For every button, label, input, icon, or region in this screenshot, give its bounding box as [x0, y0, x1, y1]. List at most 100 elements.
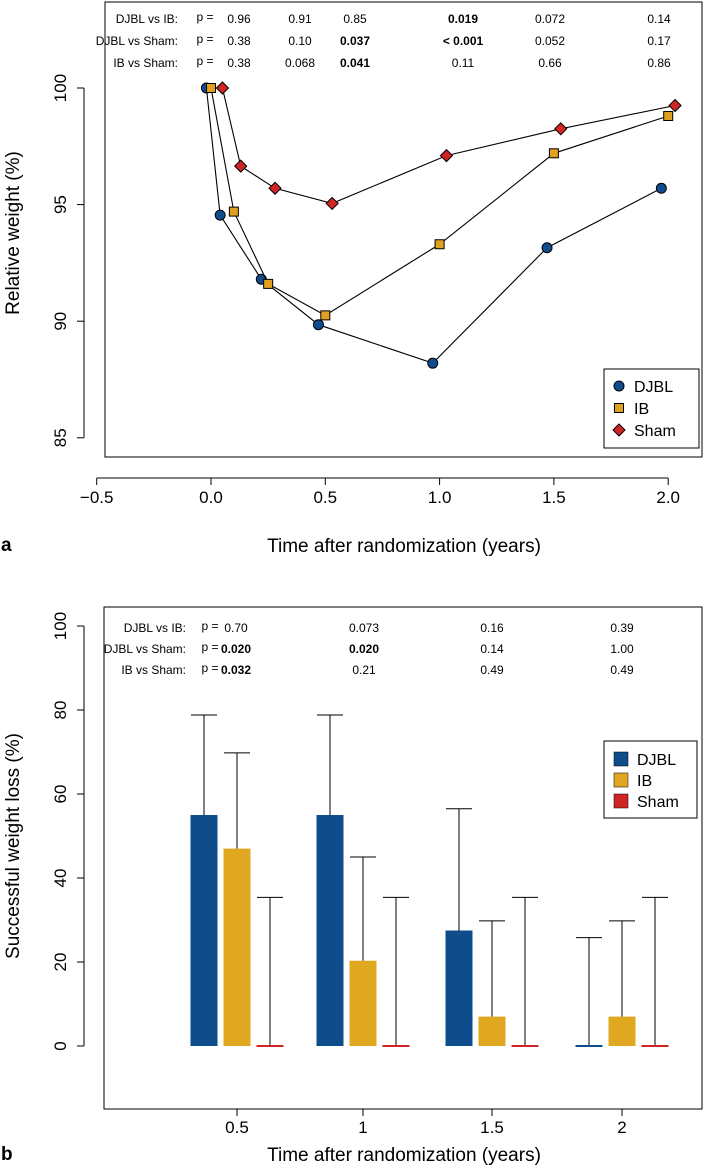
legend-label-ib: IB: [637, 773, 652, 790]
panel-b-y-tick-label: 80: [51, 701, 70, 720]
panel-b-bars: [190, 714, 669, 1047]
panel-b-x-axis-label: Time after randomization (years): [267, 1145, 541, 1166]
bar-ib-1: [349, 960, 377, 1046]
panel-b-x-axis: 0.5 1 1.5 2: [225, 1109, 627, 1137]
pvalue-prefix: p =: [196, 10, 213, 24]
panel-b-y-tick-label: 0: [51, 1041, 70, 1050]
data-point-ib: [228, 206, 239, 217]
pvalue-cell: 0.86: [647, 56, 671, 70]
pvalue-cell: 0.17: [647, 34, 671, 48]
pvalue-row-label: IB vs Sham:: [121, 663, 186, 677]
pvalue-prefix: p =: [201, 661, 218, 675]
pvalue-row-label: DJBL vs Sham:: [96, 34, 178, 48]
panel-b-y-tick-label: 40: [51, 869, 70, 888]
data-point-sham: [439, 148, 454, 163]
panel-a-y-tick-label: 85: [51, 428, 70, 447]
panel-a-x-axis: −0.5 0.0 0.5 1.0 1.5 2.0: [80, 477, 680, 507]
data-point-djbl: [427, 357, 439, 369]
data-point-sham: [668, 98, 682, 113]
data-point-sham: [215, 81, 230, 95]
pvalue-cell: 0.49: [610, 663, 634, 677]
data-point-djbl: [312, 319, 324, 331]
pvalue-row-label: IB vs Sham:: [113, 56, 178, 70]
legend-label-sham: Sham: [634, 423, 676, 440]
pvalue-prefix: p =: [201, 640, 218, 654]
legend-swatch-djbl: [613, 751, 629, 767]
panel-a-x-tick-label: −0.5: [80, 488, 114, 507]
panel-a-y-axis: 85 90 95 100: [51, 74, 85, 447]
pvalue-cell: 0.38: [227, 34, 251, 48]
panel-a-y-tick-label: 90: [51, 312, 70, 331]
pvalue-cell: 0.49: [480, 663, 504, 677]
panel-b-label: b: [1, 1144, 13, 1165]
data-point-sham: [325, 196, 339, 211]
pvalue-cell: 0.073: [349, 621, 379, 635]
pvalue-cell: 0.39: [610, 621, 634, 635]
pvalue-cell: 0.037: [340, 34, 370, 48]
pvalue-cell: 0.020: [349, 642, 379, 656]
pvalue-cell: 0.70: [224, 621, 248, 635]
pvalue-prefix: p =: [201, 619, 218, 633]
panel-a-x-tick-label: 2.0: [656, 488, 680, 507]
panel-a-label: a: [1, 535, 12, 556]
panel-a-pvalue-table: DJBL vs IB: p = 0.96 0.91 0.85 0.019 0.072 0.14…: [96, 10, 671, 70]
pvalue-cell: 0.068: [285, 56, 315, 70]
bar-djbl-1.5: [445, 930, 473, 1046]
legend-label-ib: IB: [634, 401, 649, 418]
data-point-sham: [268, 181, 282, 195]
series-line-sham: [221, 87, 676, 205]
panel-a-x-axis-label: Time after randomization (years): [267, 536, 541, 557]
panel-b-plot-frame: [103, 606, 703, 1110]
pvalue-prefix: p =: [196, 54, 213, 68]
legend-label-djbl: DJBL: [634, 379, 673, 396]
pvalue-cell: 0.96: [227, 12, 251, 26]
legend-marker-sham: [612, 423, 626, 437]
panel-a-x-tick-label: 1.5: [542, 488, 566, 507]
legend-marker-djbl: [613, 380, 625, 392]
data-point-sham: [234, 159, 248, 173]
pvalue-cell: 1.00: [610, 642, 634, 656]
panel-a-x-tick-label: 0.5: [313, 488, 337, 507]
legend-label-sham: Sham: [637, 794, 679, 811]
panel-a-line-chart: DJBL vs IB: p = 0.96 0.91 0.85 0.019 0.072 0.14…: [1, 1, 703, 557]
panel-b-y-tick-label: 100: [51, 612, 70, 640]
panel-b-y-tick-label: 20: [51, 953, 70, 972]
pvalue-cell: 0.66: [538, 56, 562, 70]
pvalue-cell: 0.10: [288, 34, 312, 48]
panel-b-legend: DJBL IB Sham: [603, 740, 698, 819]
data-point-ib: [663, 110, 674, 121]
panel-b-x-tick-label: 2: [617, 1118, 626, 1137]
pvalue-cell: 0.14: [480, 642, 504, 656]
pvalue-cell: 0.072: [535, 12, 565, 26]
pvalue-cell: 0.16: [480, 621, 504, 635]
bar-ib-1.5: [478, 1016, 506, 1046]
pvalue-cell: 0.019: [448, 12, 478, 26]
pvalue-cell: 0.85: [343, 12, 367, 26]
pvalue-cell: 0.91: [288, 12, 312, 26]
pvalue-cell: 0.14: [647, 12, 671, 26]
data-point-ib: [548, 148, 559, 159]
panel-a-plot-frame: [104, 1, 703, 458]
pvalue-cell: 0.032: [221, 663, 251, 677]
data-point-djbl: [655, 182, 667, 194]
series-line-djbl: [205, 87, 662, 364]
bar-ib-0.5: [223, 848, 251, 1046]
panel-b-x-tick-label: 1.5: [480, 1118, 504, 1137]
pvalue-cell: 0.020: [221, 642, 251, 656]
data-point-ib: [434, 239, 445, 250]
panel-b-bar-chart: DJBL vs IB: p = 0.70 0.073 0.16 0.39 DJBL vs S…: [1, 606, 703, 1166]
legend-swatch-ib: [613, 772, 629, 788]
legend-swatch-sham: [613, 793, 629, 809]
series-line-ib: [210, 87, 669, 317]
pvalue-cell: 0.11: [452, 56, 475, 70]
bar-djbl-1: [316, 815, 344, 1046]
panel-a-y-tick-label: 95: [51, 195, 70, 214]
pvalue-cell: < 0.001: [443, 34, 484, 48]
panel-b-x-tick-label: 1: [358, 1118, 367, 1137]
panel-b-y-axis-label: Successful weight loss (%): [3, 733, 24, 959]
pvalue-cell: 0.041: [340, 56, 370, 70]
data-point-sham: [554, 122, 568, 136]
data-point-ib: [263, 278, 274, 289]
panel-b-y-axis: 0 20 40 60 80 100: [51, 612, 85, 1051]
